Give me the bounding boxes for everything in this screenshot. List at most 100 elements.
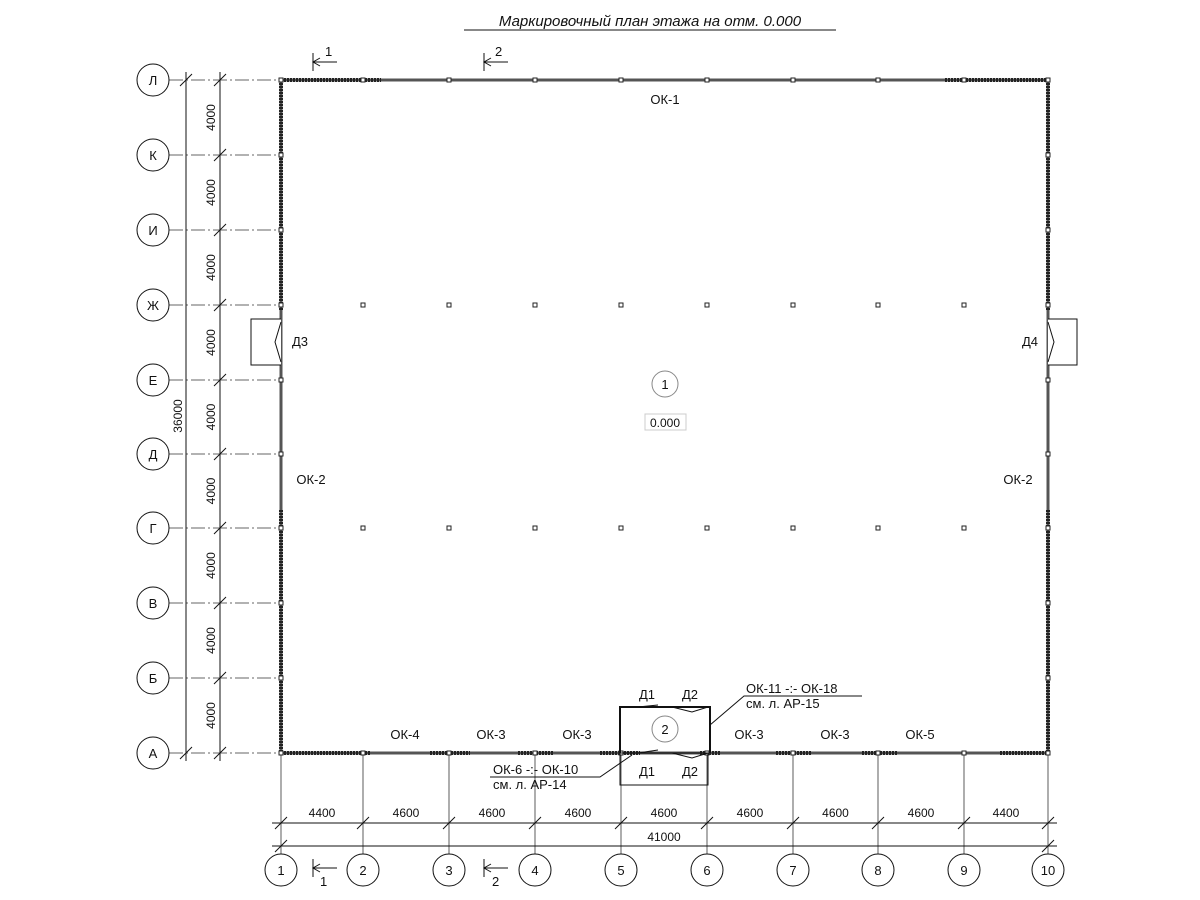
axis-label: 2 [359,863,366,878]
window-label-ok3: ОК-3 [562,727,591,742]
vestibule-number: 2 [661,722,668,737]
room-number-marker [651,370,679,398]
section-mark-label: 2 [492,874,499,889]
entrance-porch [619,752,709,786]
axis-label: 6 [703,863,710,878]
axis-bubble [136,661,170,695]
column-dimension: 4600 [393,806,420,820]
drawing-title: Маркировочный план этажа на отм. 0.000 [499,13,802,30]
axis-bubble [136,363,170,397]
structural-column [360,77,366,83]
structural-column [446,750,452,756]
structural-column [1045,227,1051,233]
structural-column [961,525,967,531]
window-label-ok1: ОК-1 [650,92,679,107]
axis-label: 10 [1041,863,1055,878]
structural-column [875,525,881,531]
axis-label: Б [149,671,158,686]
column-dimension: 4600 [651,806,678,820]
structural-column [1045,600,1051,606]
axis-label: К [149,148,157,163]
axis-bubble [136,736,170,770]
structural-column [875,302,881,308]
row-dimension: 4000 [204,477,218,504]
section-mark-label: 1 [320,874,327,889]
column-dimension: 4600 [908,806,935,820]
window-label-ok4: ОК-4 [390,727,419,742]
structural-column [532,302,538,308]
axis-bubble [861,853,895,887]
structural-column [360,750,366,756]
structural-column [790,525,796,531]
door-d4 [1047,321,1055,363]
row-dimension: 4000 [204,179,218,206]
structural-column [1045,451,1051,457]
row-dimension: 4000 [204,627,218,654]
axis-label: Д [149,447,158,462]
note-bottom-line1: ОК-6 -:- ОК-10 [493,762,578,777]
axis-label: Л [149,73,158,88]
axis-label: Ж [147,298,159,313]
window-label-ok3: ОК-3 [476,727,505,742]
section-arrow-head [311,57,321,67]
section-mark-label: 2 [495,44,502,59]
axis-bubble [604,853,638,887]
leader-line-bottom [490,754,633,778]
structural-column [532,750,538,756]
structural-column [790,750,796,756]
vestibule-wall [619,706,711,753]
axis-label: 5 [617,863,624,878]
structural-column [360,302,366,308]
note-top-line1: ОК-11 -:- ОК-18 [746,681,837,696]
structural-column [278,77,284,83]
structural-column [704,525,710,531]
axis-label: И [148,223,157,238]
column-dimension: 4600 [565,806,592,820]
axis-bubble [947,853,981,887]
structural-column [1045,675,1051,681]
door-label-d2: Д2 [682,687,698,702]
door-label-d1: Д1 [639,764,655,779]
structural-column [446,77,452,83]
door-label-d2: Д2 [682,764,698,779]
structural-column [961,750,967,756]
axis-label: 4 [531,863,538,878]
room-number: 1 [661,377,668,392]
structural-column [1045,377,1051,383]
axis-bubble [346,853,380,887]
row-dimension: 4000 [204,403,218,430]
level-mark-box [644,413,687,431]
axis-label: 9 [960,863,967,878]
room-level: 0.000 [650,416,680,430]
window-label-ok5: ОК-5 [905,727,934,742]
axis-bubble [264,853,298,887]
axis-label: В [149,596,158,611]
structural-column [875,77,881,83]
column-dimension: 4400 [993,806,1020,820]
structural-column [961,302,967,308]
axis-bubble [432,853,466,887]
axis-bubble [136,138,170,172]
structural-column [1045,302,1051,308]
axis-bubble [690,853,724,887]
window-label-ok3: ОК-3 [820,727,849,742]
structural-column [1045,152,1051,158]
axis-label: Г [149,521,156,536]
door-canopy-d4 [1048,318,1078,366]
column-dimension: 4600 [822,806,849,820]
window-label-ok3: ОК-3 [734,727,763,742]
axis-label: А [149,746,158,761]
overall-dimension-horizontal: 41000 [647,830,681,844]
structural-column [618,525,624,531]
row-dimension: 4000 [204,104,218,131]
structural-column [360,525,366,531]
structural-column [1045,750,1051,756]
structural-column [875,750,881,756]
axis-bubble [136,63,170,97]
door-label-d1: Д1 [639,687,655,702]
vestibule-number-marker [651,715,679,743]
row-dimension: 4000 [204,552,218,579]
structural-column [278,152,284,158]
axis-bubble [136,437,170,471]
